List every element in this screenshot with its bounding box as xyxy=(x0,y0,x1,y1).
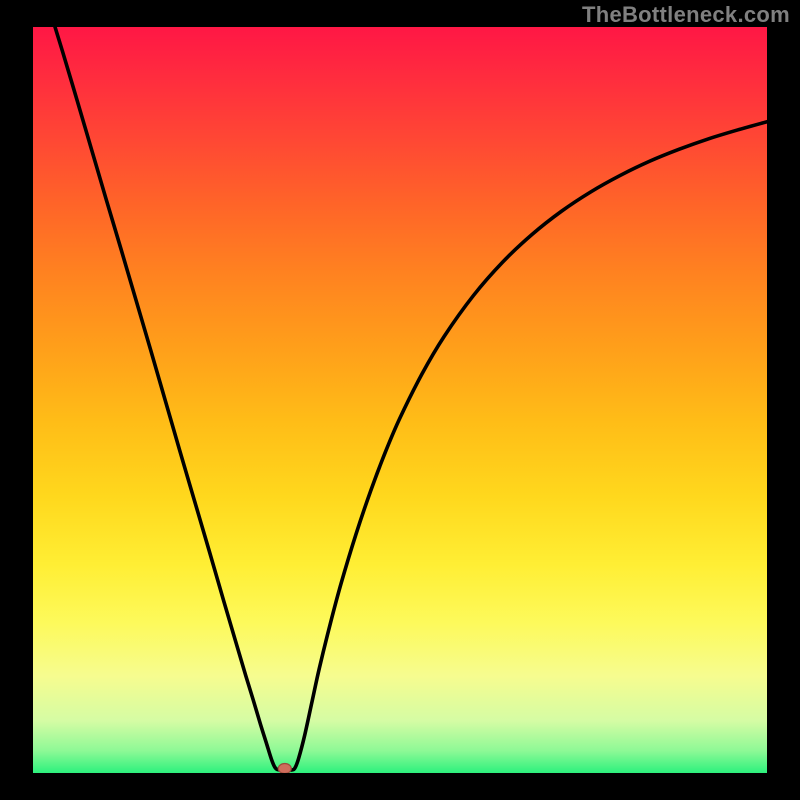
heat-gradient-background xyxy=(33,27,767,773)
watermark-label: TheBottleneck.com xyxy=(582,2,790,28)
chart-canvas: TheBottleneck.com xyxy=(0,0,800,800)
optimum-marker xyxy=(278,764,291,773)
bottleneck-curve-plot xyxy=(33,27,767,773)
